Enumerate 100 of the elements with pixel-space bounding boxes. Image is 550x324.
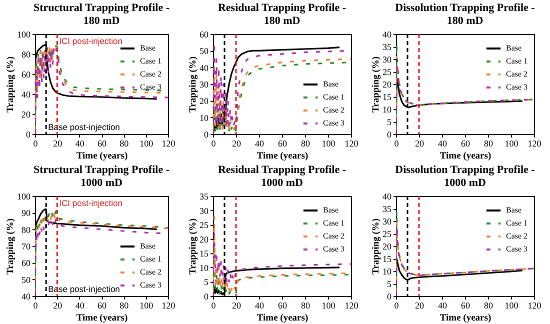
y-tick-label: 20 xyxy=(382,242,392,252)
x-tick-label: 60 xyxy=(461,138,470,148)
legend-label: Case 3 xyxy=(506,82,528,92)
y-axis-title: Trapping (%) xyxy=(372,56,382,113)
y-tick-label: 0 xyxy=(26,130,31,140)
x-tick-label: 80 xyxy=(484,138,494,148)
y-tick-label: 15 xyxy=(200,248,209,259)
legend-label: Base xyxy=(140,242,156,250)
y-axis-title: Trapping (%) xyxy=(372,218,382,275)
x-tick-label: 0 xyxy=(394,138,400,148)
y-tick-label: 100 xyxy=(17,192,31,202)
y-tick-label: 35 xyxy=(200,192,209,202)
x-tick-label: 0 xyxy=(211,138,216,148)
x-tick-label: 20 xyxy=(232,138,242,148)
ref-line-label: ICI post-injection xyxy=(59,36,123,46)
y-axis-title: Trapping (%) xyxy=(188,218,198,275)
y-tick-label: 10 xyxy=(382,104,392,114)
y-tick-label: 5 xyxy=(204,277,209,288)
x-tick-label: 20 xyxy=(415,300,424,310)
y-tick-label: 20 xyxy=(200,96,209,106)
x-tick-label: 60 xyxy=(98,300,107,310)
y-tick-label: 70 xyxy=(22,242,31,252)
legend-label: Case 3 xyxy=(323,244,345,254)
x-tick-label: 80 xyxy=(301,138,310,148)
y-tick-label: 25 xyxy=(382,229,392,239)
legend-label: Case 2 xyxy=(140,70,162,78)
y-tick-label: 30 xyxy=(200,206,209,216)
y-axis-title: Trapping (%) xyxy=(188,56,198,113)
x-tick-label: 100 xyxy=(322,300,336,310)
legend-label: Case 1 xyxy=(140,254,162,264)
legend-label: Case 1 xyxy=(506,56,528,66)
x-tick-label: 60 xyxy=(98,138,107,148)
x-tick-label: 100 xyxy=(504,300,519,310)
x-axis-title: Time (years) xyxy=(256,314,308,324)
legend-label: Case 2 xyxy=(506,232,528,240)
y-tick-label: 50 xyxy=(22,274,31,285)
chart-title: Structural Trapping Profile - 1000 mD xyxy=(34,164,170,189)
ref-line-label: ICI post-injection xyxy=(59,198,123,208)
y-tick-label: 60 xyxy=(22,70,31,80)
y-tick-label: 5 xyxy=(387,117,392,127)
y-tick-label: 50 xyxy=(200,46,209,56)
x-tick-label: 0 xyxy=(33,138,38,148)
x-tick-label: 40 xyxy=(255,300,264,310)
y-axis-title: Trapping (%) xyxy=(6,218,16,275)
x-tick-label: 0 xyxy=(394,300,400,310)
x-tick-label: 80 xyxy=(120,300,130,310)
y-tick-label: 40 xyxy=(382,192,392,202)
x-tick-label: 100 xyxy=(140,138,154,148)
y-tick-label: 25 xyxy=(382,67,392,77)
chart-title: Structural Trapping Profile - 180 mD xyxy=(34,2,170,27)
y-tick-label: 30 xyxy=(382,216,392,226)
y-tick-label: 60 xyxy=(22,258,31,268)
x-tick-label: 40 xyxy=(75,138,85,148)
y-tick-label: 10 xyxy=(382,266,392,276)
y-tick-label: 20 xyxy=(22,110,31,120)
legend-label: Case 3 xyxy=(140,82,162,92)
y-tick-label: 60 xyxy=(200,30,209,40)
x-tick-label: 20 xyxy=(53,138,63,148)
legend-label: Case 1 xyxy=(323,92,345,102)
x-tick-label: 0 xyxy=(33,300,38,310)
x-axis-title: Time (years) xyxy=(76,152,128,162)
x-tick-label: 120 xyxy=(162,138,176,148)
line-series xyxy=(213,232,351,296)
legend-label: Case 3 xyxy=(506,244,528,254)
legend-label: Base xyxy=(323,206,339,214)
y-tick-label: 15 xyxy=(382,254,392,264)
x-axis-title: Time (years) xyxy=(440,314,492,324)
legend-label: Case 2 xyxy=(323,106,345,114)
legend-label: Case 2 xyxy=(506,70,528,78)
x-axis-title: Time (years) xyxy=(256,152,308,162)
x-tick-label: 40 xyxy=(438,300,448,310)
y-tick-label: 15 xyxy=(382,92,392,102)
y-tick-label: 0 xyxy=(387,292,392,302)
y-tick-label: 80 xyxy=(22,224,31,235)
y-tick-label: 20 xyxy=(200,234,209,244)
x-tick-label: 40 xyxy=(438,138,448,148)
y-tick-label: 40 xyxy=(22,292,31,302)
y-tick-label: 40 xyxy=(22,90,31,100)
y-tick-label: 90 xyxy=(22,208,31,218)
y-tick-label: 40 xyxy=(200,62,209,73)
y-tick-label: 0 xyxy=(387,130,392,140)
x-tick-label: 100 xyxy=(140,300,154,310)
x-tick-label: 60 xyxy=(461,300,470,310)
y-tick-label: 40 xyxy=(382,30,392,40)
x-tick-label: 60 xyxy=(278,300,288,310)
y-tick-label: 30 xyxy=(200,80,209,90)
legend-label: Case 1 xyxy=(506,218,528,228)
x-axis-title: Time (years) xyxy=(440,152,492,162)
legend-label: Base xyxy=(506,44,522,52)
x-tick-label: 40 xyxy=(75,300,85,310)
chart-title: Dissolution Trapping Profile - 1000 mD xyxy=(395,164,536,189)
y-tick-label: 10 xyxy=(200,112,209,123)
legend-label: Base xyxy=(506,206,522,214)
x-tick-label: 60 xyxy=(278,138,288,148)
legend-label: Case 2 xyxy=(140,268,162,276)
y-tick-label: 20 xyxy=(382,80,392,90)
x-tick-label: 20 xyxy=(53,300,63,310)
x-tick-label: 20 xyxy=(415,138,424,148)
y-tick-label: 5 xyxy=(387,279,392,289)
x-tick-label: 40 xyxy=(255,138,264,148)
